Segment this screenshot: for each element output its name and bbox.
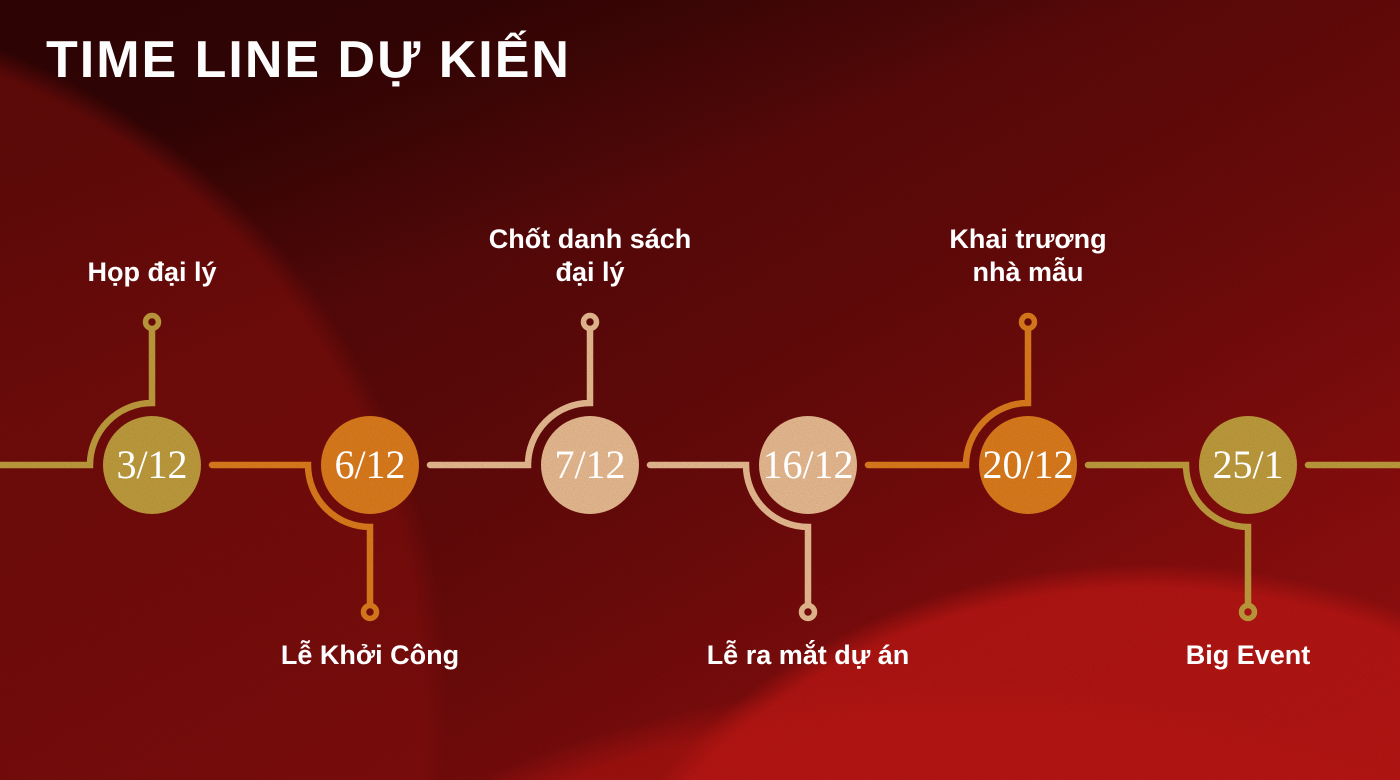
node-date: 3/12: [116, 442, 188, 487]
node-date: 6/12: [334, 442, 406, 487]
page-title: TIME LINE DỰ KIẾN: [46, 31, 571, 89]
node-label: Lễ ra mắt dự án: [706, 640, 910, 670]
node-date: 20/12: [982, 442, 1074, 487]
node-label: Lễ Khởi Công: [280, 640, 460, 670]
node-label: Big Event: [1185, 640, 1311, 670]
node-label: Họp đại lý: [87, 257, 217, 288]
node-label: Chốt danh sách đại lý: [488, 223, 692, 288]
node-date: 7/12: [554, 442, 626, 487]
node-label: Khai trương nhà mẫu: [949, 223, 1107, 288]
node-date: 16/12: [762, 442, 854, 487]
node-date: 25/1: [1212, 442, 1284, 487]
